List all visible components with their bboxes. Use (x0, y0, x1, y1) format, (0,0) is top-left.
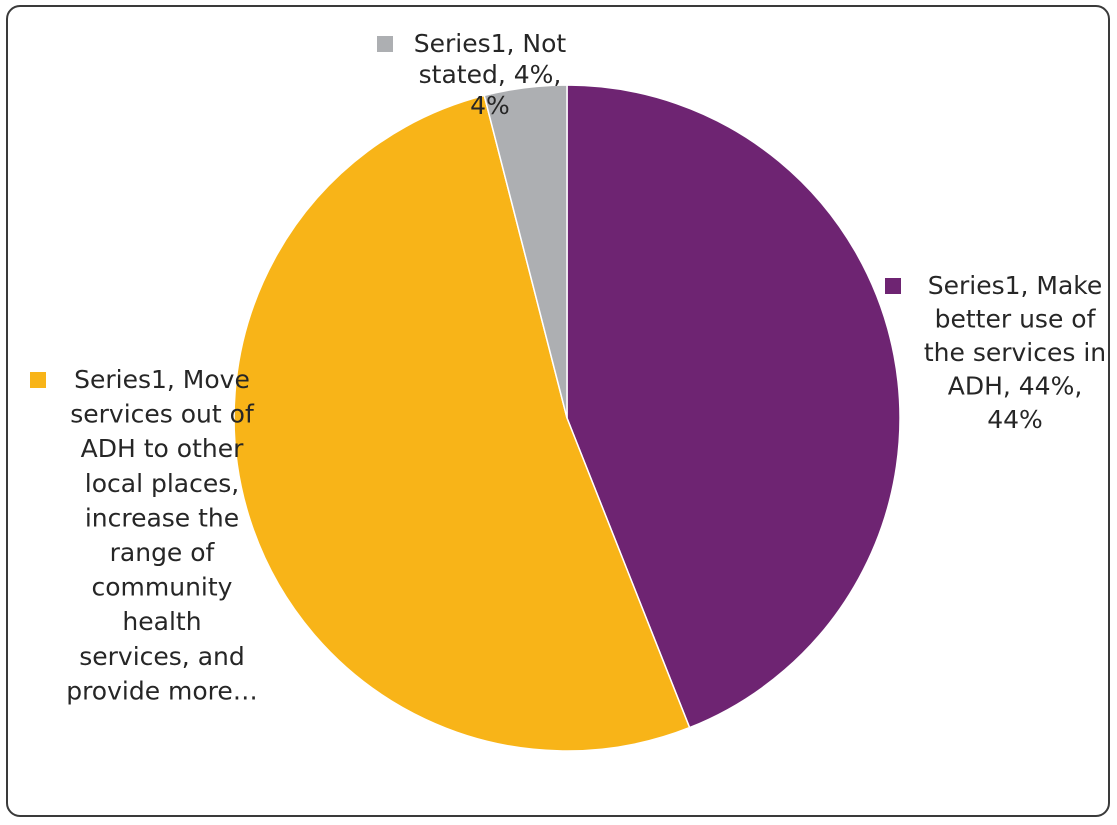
data-label-line: services out of (70, 400, 255, 429)
legend-key-marker (885, 278, 901, 294)
data-label-line: local places, (85, 469, 239, 498)
data-label-line: better use of (935, 305, 1097, 334)
data-label-line: services, and (79, 642, 245, 671)
data-label-3: Series1, Not stated, 4%, 4% (377, 29, 566, 120)
data-label-text: Series1, Make better use of the services i… (924, 271, 1106, 434)
data-label-line: 44% (987, 405, 1043, 434)
legend-key-marker (30, 372, 46, 388)
data-label-text: Series1, Move services out of ADH to other… (66, 365, 258, 705)
data-label-line: Series1, Not (414, 29, 567, 58)
pie-slice-1 (566, 84, 901, 729)
data-label-line: ADH, 44%, (948, 372, 1083, 401)
data-label-text: Series1, Not stated, 4%, 4% (414, 29, 567, 120)
data-label-line: Series1, Move (74, 365, 250, 394)
pie-slice-2 (233, 94, 691, 752)
data-label-1: Series1, Make better use of the services i… (885, 271, 1106, 434)
data-label-line: ADH to other (81, 434, 244, 463)
data-label-line: Series1, Make (928, 271, 1103, 300)
data-label-line: provide more… (66, 676, 258, 705)
data-label-line: increase the (85, 503, 239, 532)
data-label-line: the services in (924, 338, 1106, 367)
data-label-line: range of (110, 538, 216, 567)
data-label-line: stated, 4%, (419, 60, 562, 89)
pie-slice-3 (483, 84, 568, 419)
legend-key-marker (377, 36, 393, 52)
data-label-line: health (122, 607, 201, 636)
data-label-line: 4% (470, 91, 510, 120)
pie-slices (233, 84, 901, 752)
data-label-2: Series1, Move services out of ADH to other… (30, 365, 258, 705)
data-labels: Series1, Make better use of the services i… (30, 29, 1106, 705)
data-label-line: community (92, 573, 233, 602)
